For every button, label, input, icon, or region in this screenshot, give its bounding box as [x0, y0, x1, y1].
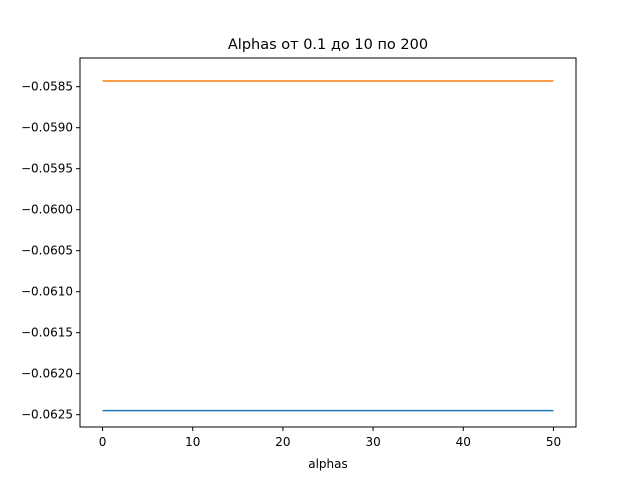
x-tick-label: 30 — [365, 435, 380, 449]
x-tick-label: 50 — [546, 435, 561, 449]
y-tick-label: −0.0585 — [21, 80, 73, 94]
x-tick-label: 0 — [99, 435, 107, 449]
y-tick-label: −0.0610 — [21, 285, 73, 299]
x-tick-label: 20 — [275, 435, 290, 449]
y-tick-label: −0.0620 — [21, 367, 73, 381]
y-tick-label: −0.0615 — [21, 326, 73, 340]
chart-title: Alphas от 0.1 до 10 по 200 — [228, 37, 428, 53]
x-tick-label: 40 — [456, 435, 471, 449]
x-tick-label: 10 — [185, 435, 200, 449]
y-tick-label: −0.0595 — [21, 162, 73, 176]
y-tick-label: −0.0605 — [21, 244, 73, 258]
y-axis-ticks: −0.0585 −0.0590 −0.0595 −0.0600 −0.0605 −0.06… — [21, 80, 80, 422]
y-tick-label: −0.0600 — [21, 203, 73, 217]
x-axis-label: alphas — [308, 457, 348, 471]
y-tick-label: −0.0590 — [21, 121, 73, 135]
y-tick-label: −0.0625 — [21, 408, 73, 422]
